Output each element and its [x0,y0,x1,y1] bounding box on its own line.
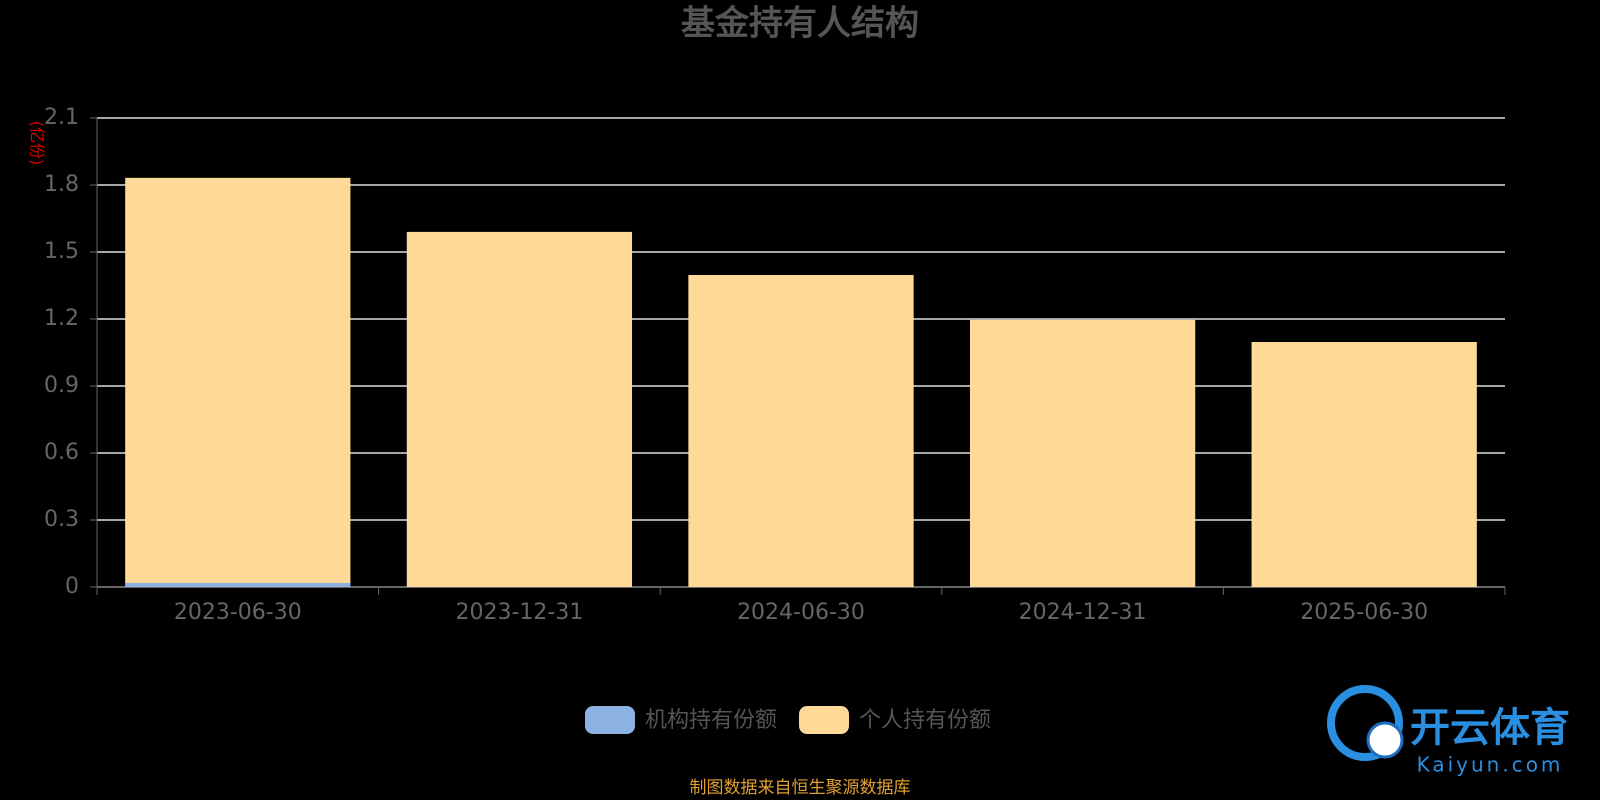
x-tick-label: 2025-06-30 [1300,600,1428,625]
x-tick-label: 2023-06-30 [174,600,302,625]
y-tick-label: 1.5 [44,239,79,264]
watermark-brand: 开云体育 [1410,705,1570,751]
logo-ring [1327,685,1403,761]
legend-swatch [585,706,635,734]
y-tick-label: 1.2 [44,306,79,331]
x-tick-label: 2023-12-31 [455,600,583,625]
legend-label: 个人持有份额 [859,708,991,733]
y-tick-label: 0.3 [44,507,79,532]
bar-segment [1251,342,1477,587]
bar-segment [125,582,351,587]
bar-segment [688,275,914,587]
x-tick-label: 2024-06-30 [737,600,865,625]
bar-segment [406,231,633,587]
watermark: 开云体育 Kaiyun.com [1327,685,1570,777]
y-tick-label: 2.1 [44,105,79,130]
y-tick-label: 0 [65,574,79,599]
x-tick-label: 2024-12-31 [1019,600,1147,625]
chart-title: 基金持有人结构 [681,4,919,44]
legend-label: 机构持有份额 [645,708,777,733]
y-axis-label: (亿份) [28,121,47,166]
watermark-site: Kaiyun.com [1417,753,1564,777]
y-tick-label: 1.8 [44,172,79,197]
legend-swatch [799,706,850,734]
y-tick-label: 0.9 [44,373,79,398]
y-tick-label: 0.6 [44,440,79,465]
source-note: 制图数据来自恒生聚源数据库 [690,778,911,798]
logo-ball [1366,721,1404,759]
bar-segment [969,319,1196,587]
bar-segment [125,177,351,583]
